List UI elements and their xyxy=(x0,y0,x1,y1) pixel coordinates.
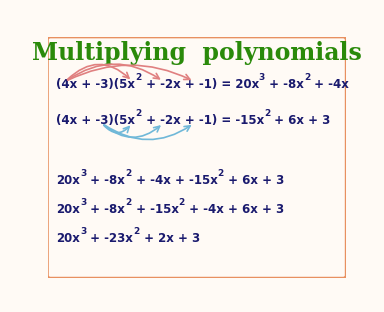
Text: 3: 3 xyxy=(80,227,86,236)
Text: + -2x + -1) = -15x: + -2x + -1) = -15x xyxy=(142,114,264,127)
Text: 3: 3 xyxy=(80,198,86,207)
Text: + -23x: + -23x xyxy=(86,232,133,245)
Text: 20x: 20x xyxy=(56,232,80,245)
Text: + -8x: + -8x xyxy=(86,203,125,216)
Text: + -8x: + -8x xyxy=(86,174,125,187)
Text: + 6x + 3: + 6x + 3 xyxy=(224,174,284,187)
Text: 3: 3 xyxy=(259,73,265,82)
Text: 3: 3 xyxy=(80,169,86,178)
Text: 2: 2 xyxy=(135,73,142,82)
Text: + -4x + 6x + 3: + -4x + 6x + 3 xyxy=(185,203,284,216)
Text: 20x: 20x xyxy=(56,203,80,216)
Text: 2: 2 xyxy=(264,109,270,118)
Text: 2: 2 xyxy=(133,227,139,236)
Text: + -4x + -15x: + -4x + -15x xyxy=(132,174,217,187)
Text: + 2x + 3: + 2x + 3 xyxy=(139,232,200,245)
Text: 2: 2 xyxy=(135,109,142,118)
Text: 2: 2 xyxy=(125,169,132,178)
Text: 2: 2 xyxy=(125,198,132,207)
Text: (4x + -3)(5x: (4x + -3)(5x xyxy=(56,114,135,127)
Text: + -15x: + -15x xyxy=(132,203,179,216)
Text: (4x + -3)(5x: (4x + -3)(5x xyxy=(56,78,135,91)
Text: + 6x + 3: + 6x + 3 xyxy=(270,114,330,127)
Text: 20x: 20x xyxy=(56,174,80,187)
Text: + -2x + -1) = 20x: + -2x + -1) = 20x xyxy=(142,78,259,91)
Text: 2: 2 xyxy=(179,198,185,207)
Text: 2: 2 xyxy=(304,73,310,82)
Text: Multiplying  polynomials: Multiplying polynomials xyxy=(32,41,362,65)
Text: + -8x: + -8x xyxy=(265,78,304,91)
Text: + -4x: + -4x xyxy=(310,78,349,91)
FancyBboxPatch shape xyxy=(47,37,346,278)
Text: 2: 2 xyxy=(217,169,224,178)
